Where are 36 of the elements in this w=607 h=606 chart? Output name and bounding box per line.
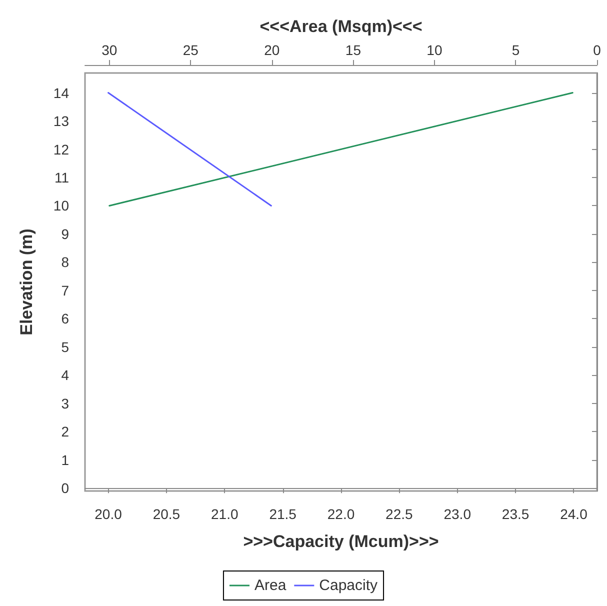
x-tick-label: 21.5 (269, 506, 297, 522)
x2-tick-label: 5 (512, 42, 520, 58)
y-tick-label: 10 (53, 198, 70, 214)
y-axis-title: Elevation (m) (17, 228, 36, 336)
legend-label: Capacity (319, 577, 378, 594)
y-tick-label: 8 (61, 254, 70, 270)
y-tick-label: 4 (61, 367, 70, 384)
x-tick-label: 21.0 (211, 506, 238, 522)
x-tick-label: 20.0 (94, 506, 122, 522)
y-tick-label: 2 (61, 424, 70, 440)
legend-label: Area (254, 577, 287, 594)
y-tick-label: 7 (61, 282, 70, 298)
x2-axis-title: <<<Area (Msqm)<<< (260, 17, 422, 36)
y-tick-label: 13 (53, 113, 70, 130)
y-tick-label: 9 (61, 226, 70, 242)
x2-tick-label: 25 (182, 42, 199, 58)
y-tick-label: 12 (53, 141, 70, 158)
y-tick-label: 6 (61, 310, 70, 327)
x-tick-label: 22.0 (327, 506, 355, 522)
y-tick-label: 11 (54, 170, 70, 186)
x2-tick-label: 20 (264, 42, 280, 58)
x2-tick-label: 15 (345, 42, 362, 58)
x2-tick-label: 0 (593, 42, 602, 58)
y-tick-label: 14 (53, 84, 70, 101)
y-tick-label: 5 (61, 338, 70, 355)
x-tick-label: 23.0 (444, 506, 472, 522)
x-tick-label: 20.5 (152, 506, 180, 522)
x2-tick-label: 30 (102, 42, 118, 58)
y-tick-label: 3 (61, 395, 70, 412)
y-tick-label: 1 (61, 452, 70, 468)
x-tick-label: 23.5 (502, 506, 530, 522)
x-tick-label: 22.5 (386, 506, 414, 522)
x-tick-label: 24.0 (560, 506, 588, 522)
y-tick-label: 0 (61, 480, 70, 496)
x-axis-title: >>>Capacity (Mcum)>>> (243, 532, 439, 551)
x2-tick-label: 10 (426, 42, 442, 58)
